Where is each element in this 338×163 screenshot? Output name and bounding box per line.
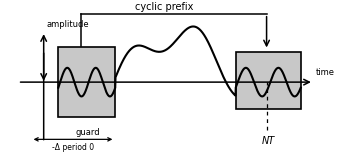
Text: NT: NT [262, 136, 275, 146]
Text: amplitude: amplitude [47, 20, 90, 29]
Bar [236, 52, 301, 109]
Bar [58, 47, 115, 117]
Text: guard: guard [75, 128, 100, 138]
Text: cyclic prefix: cyclic prefix [135, 2, 193, 12]
Text: time: time [315, 68, 334, 77]
Text: -Δ period 0: -Δ period 0 [52, 143, 94, 152]
